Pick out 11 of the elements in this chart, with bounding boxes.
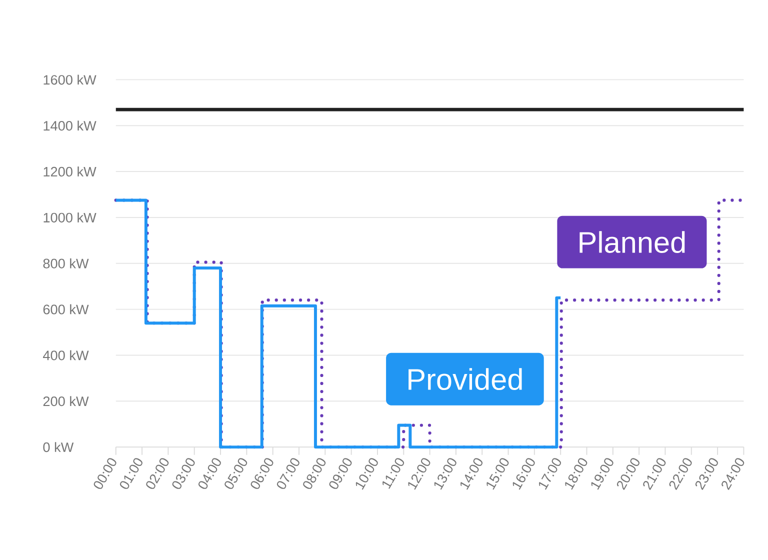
y-tick-label: 1000 kW bbox=[44, 212, 96, 223]
y-tick-label: 1600 kW bbox=[44, 74, 96, 85]
y-tick-label: 800 kW bbox=[43, 258, 89, 268]
y-tick-label: 1400 kW bbox=[44, 120, 96, 131]
y-tick-label: 1200 kW bbox=[44, 166, 96, 177]
y-tick-label: 200 kW bbox=[43, 396, 89, 406]
y-tick-label: 600 kW bbox=[43, 304, 89, 314]
y-tick-label: 0 kW bbox=[43, 442, 74, 452]
series-label: Provided bbox=[408, 368, 522, 390]
y-tick-label: 400 kW bbox=[43, 350, 89, 360]
series-label: Planned bbox=[580, 231, 685, 254]
